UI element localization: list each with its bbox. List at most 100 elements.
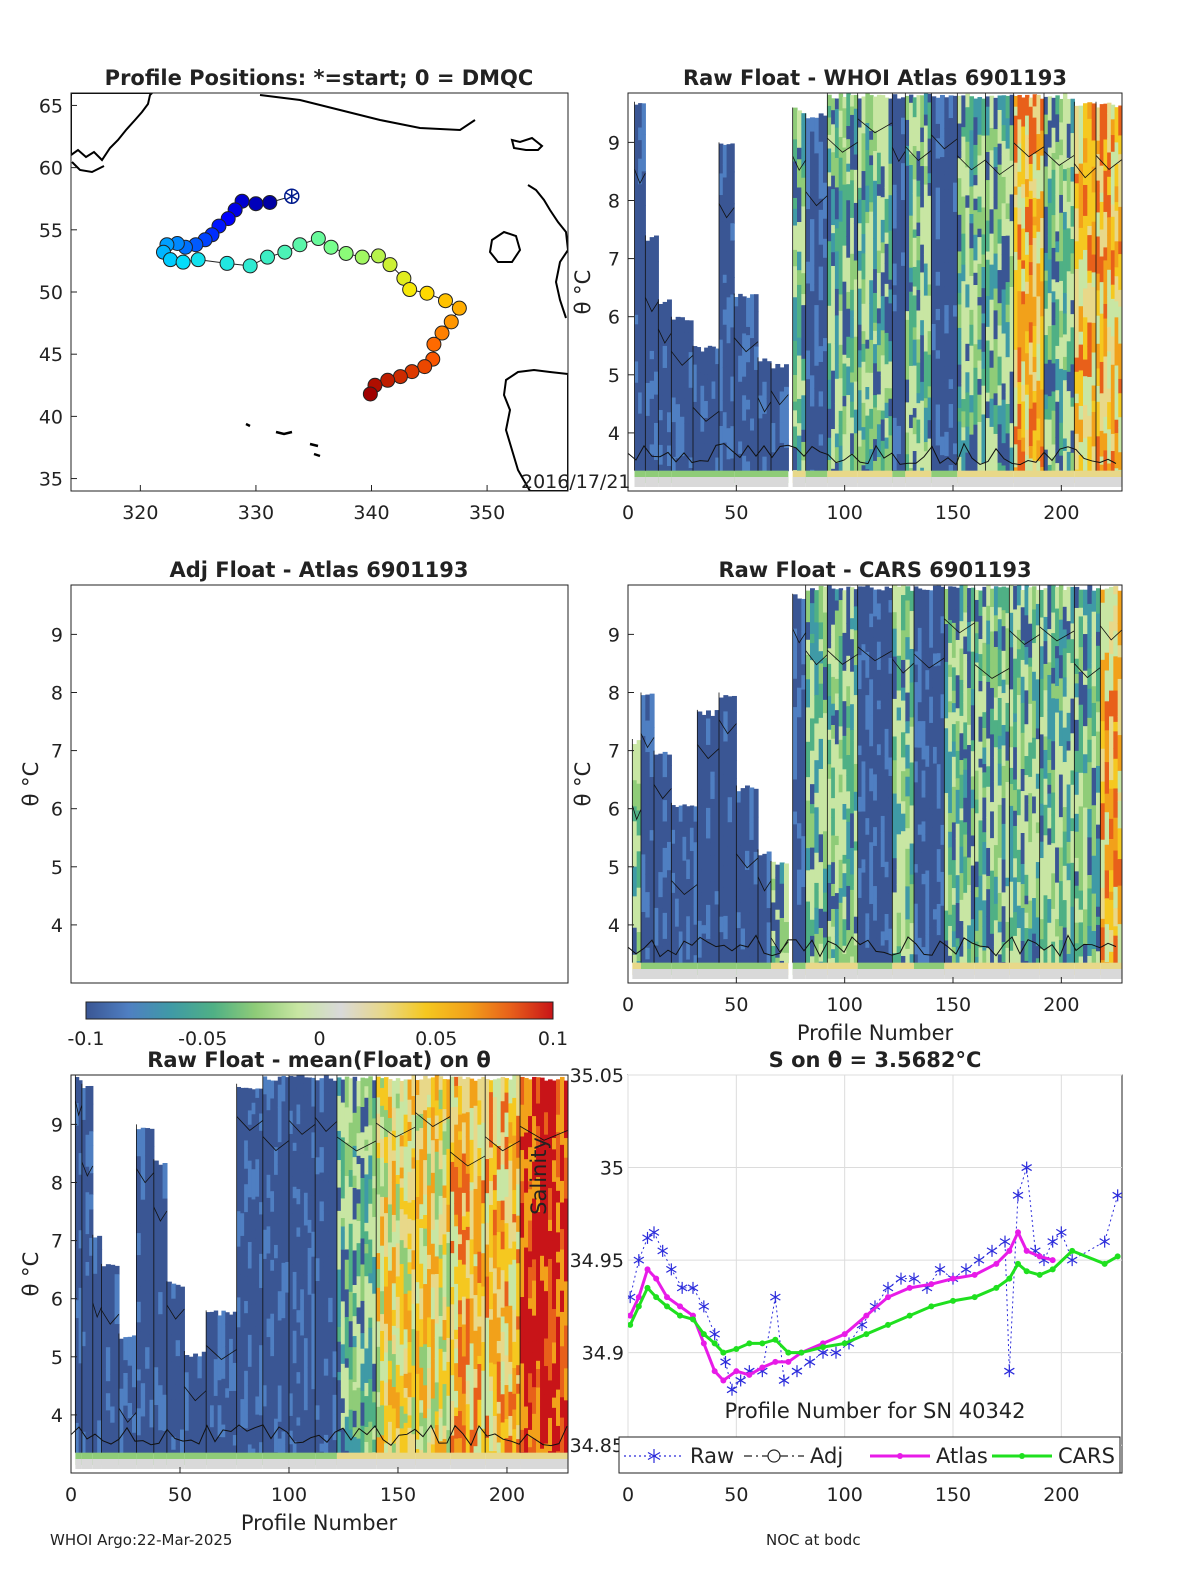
heatmap-cell	[967, 781, 972, 801]
heatmap-cell	[696, 372, 702, 396]
heatmap-cell	[654, 907, 659, 947]
heatmap-cell	[251, 1089, 256, 1104]
heatmap-cell	[719, 426, 724, 447]
heatmap-cell	[827, 134, 832, 150]
heatmap-cell	[977, 228, 983, 238]
heatmap-cell	[753, 851, 759, 886]
heatmap-cell	[1059, 155, 1064, 165]
heatmap-cell	[827, 241, 832, 279]
heatmap-cell	[78, 1174, 83, 1210]
heatmap-cell	[797, 251, 802, 271]
heatmap-cell	[75, 1367, 80, 1394]
heatmap-cell	[649, 465, 655, 472]
heatmap-cell	[948, 676, 953, 702]
heatmap-cell	[328, 1352, 334, 1378]
heatmap-cell	[831, 370, 836, 401]
heatmap-cell	[696, 395, 702, 404]
heatmap-cell	[399, 1309, 405, 1346]
heatmap-cell	[970, 789, 976, 809]
heatmap-cell	[1036, 94, 1041, 110]
heatmap-cell	[1074, 269, 1080, 283]
heatmap-cell	[710, 881, 716, 906]
heatmap-cell	[853, 336, 859, 364]
heatmap-cell	[1058, 655, 1064, 679]
heatmap-cell	[1047, 396, 1053, 421]
heatmap-cell	[184, 1403, 190, 1432]
heatmap-cell	[974, 589, 980, 601]
heatmap-cell	[696, 347, 702, 374]
heatmap-cell	[693, 906, 698, 926]
heatmap-cell	[1021, 401, 1026, 439]
colorbar-tick-label: -0.05	[178, 1028, 227, 1050]
heatmap-cell	[1066, 451, 1072, 472]
heatmap-cell	[876, 272, 882, 309]
heatmap-cell	[986, 817, 991, 849]
heatmap-cell	[336, 1431, 342, 1454]
heatmap-cell	[303, 1338, 309, 1375]
heatmap-cell	[850, 114, 855, 137]
heatmap-cell	[792, 960, 798, 964]
heatmap-cell	[722, 177, 728, 204]
heatmap-cell	[247, 1242, 253, 1259]
heatmap-cell	[923, 114, 929, 127]
heatmap-cell	[344, 1175, 350, 1197]
heatmap-cell	[888, 600, 893, 614]
heatmap-cell	[827, 117, 832, 136]
heatmap-cell	[753, 952, 759, 964]
heatmap-cell	[876, 220, 882, 252]
heatmap-cell	[865, 339, 870, 350]
heatmap-cell	[978, 758, 983, 769]
heatmap-cell	[697, 841, 703, 873]
heatmap-cell	[356, 1276, 362, 1309]
heatmap-cell	[792, 426, 798, 449]
heatmap-cell	[395, 1328, 401, 1366]
heatmap-cell	[1044, 241, 1049, 254]
heatmap-cell	[896, 397, 902, 427]
heatmap-bottom-cell	[118, 1459, 137, 1469]
heatmap-cell	[384, 1137, 389, 1146]
heatmap-cell	[935, 271, 941, 287]
heatmap-cell	[247, 1444, 253, 1454]
heatmap-cell	[710, 936, 716, 964]
heatmap-bottom-cell	[805, 969, 828, 979]
heatmap-cell	[1091, 221, 1097, 256]
heatmap-cell	[1117, 885, 1122, 909]
heatmap-cell	[1051, 215, 1056, 249]
heatmap-cell	[1070, 327, 1075, 365]
heatmap-cell	[360, 1177, 366, 1212]
heatmap-cell	[710, 771, 716, 784]
heatmap-cell	[831, 676, 836, 705]
heatmap-cell	[944, 227, 950, 263]
heatmap-cell	[842, 319, 847, 356]
heatmap-cell	[814, 206, 820, 232]
heatmap-cell	[654, 316, 659, 338]
heatmap-cell	[1035, 728, 1041, 740]
heatmap-cell	[78, 1230, 83, 1250]
heatmap-cell	[1103, 356, 1108, 391]
heatmap-cell	[957, 408, 962, 423]
heatmap-cell	[1016, 928, 1022, 943]
heatmap-cell	[240, 1274, 245, 1306]
heatmap-cell	[993, 903, 999, 921]
heatmap-cell	[311, 1231, 316, 1242]
heatmap-cell	[179, 1393, 185, 1431]
heatmap-cell	[963, 691, 968, 703]
heatmap-cell	[307, 1094, 313, 1114]
heatmap-cell	[853, 763, 859, 793]
heatmap-cell	[850, 401, 855, 419]
heatmap-cell	[792, 470, 798, 472]
heatmap-cell	[884, 402, 890, 419]
heatmap-cell	[993, 376, 999, 394]
heatmap-cell	[213, 1435, 219, 1454]
heatmap-cell	[722, 309, 728, 326]
heatmap-cell	[179, 1441, 185, 1454]
heatmap-cell	[909, 682, 915, 718]
heatmap-cell	[1074, 943, 1080, 964]
heatmap-cell	[944, 381, 950, 411]
heatmap-cell	[1078, 607, 1084, 618]
heatmap-cell	[1028, 262, 1034, 276]
heatmap-cell	[675, 833, 680, 847]
heatmap-cell	[923, 166, 929, 186]
heatmap-cell	[281, 1196, 286, 1213]
heatmap-cell	[1070, 733, 1075, 772]
